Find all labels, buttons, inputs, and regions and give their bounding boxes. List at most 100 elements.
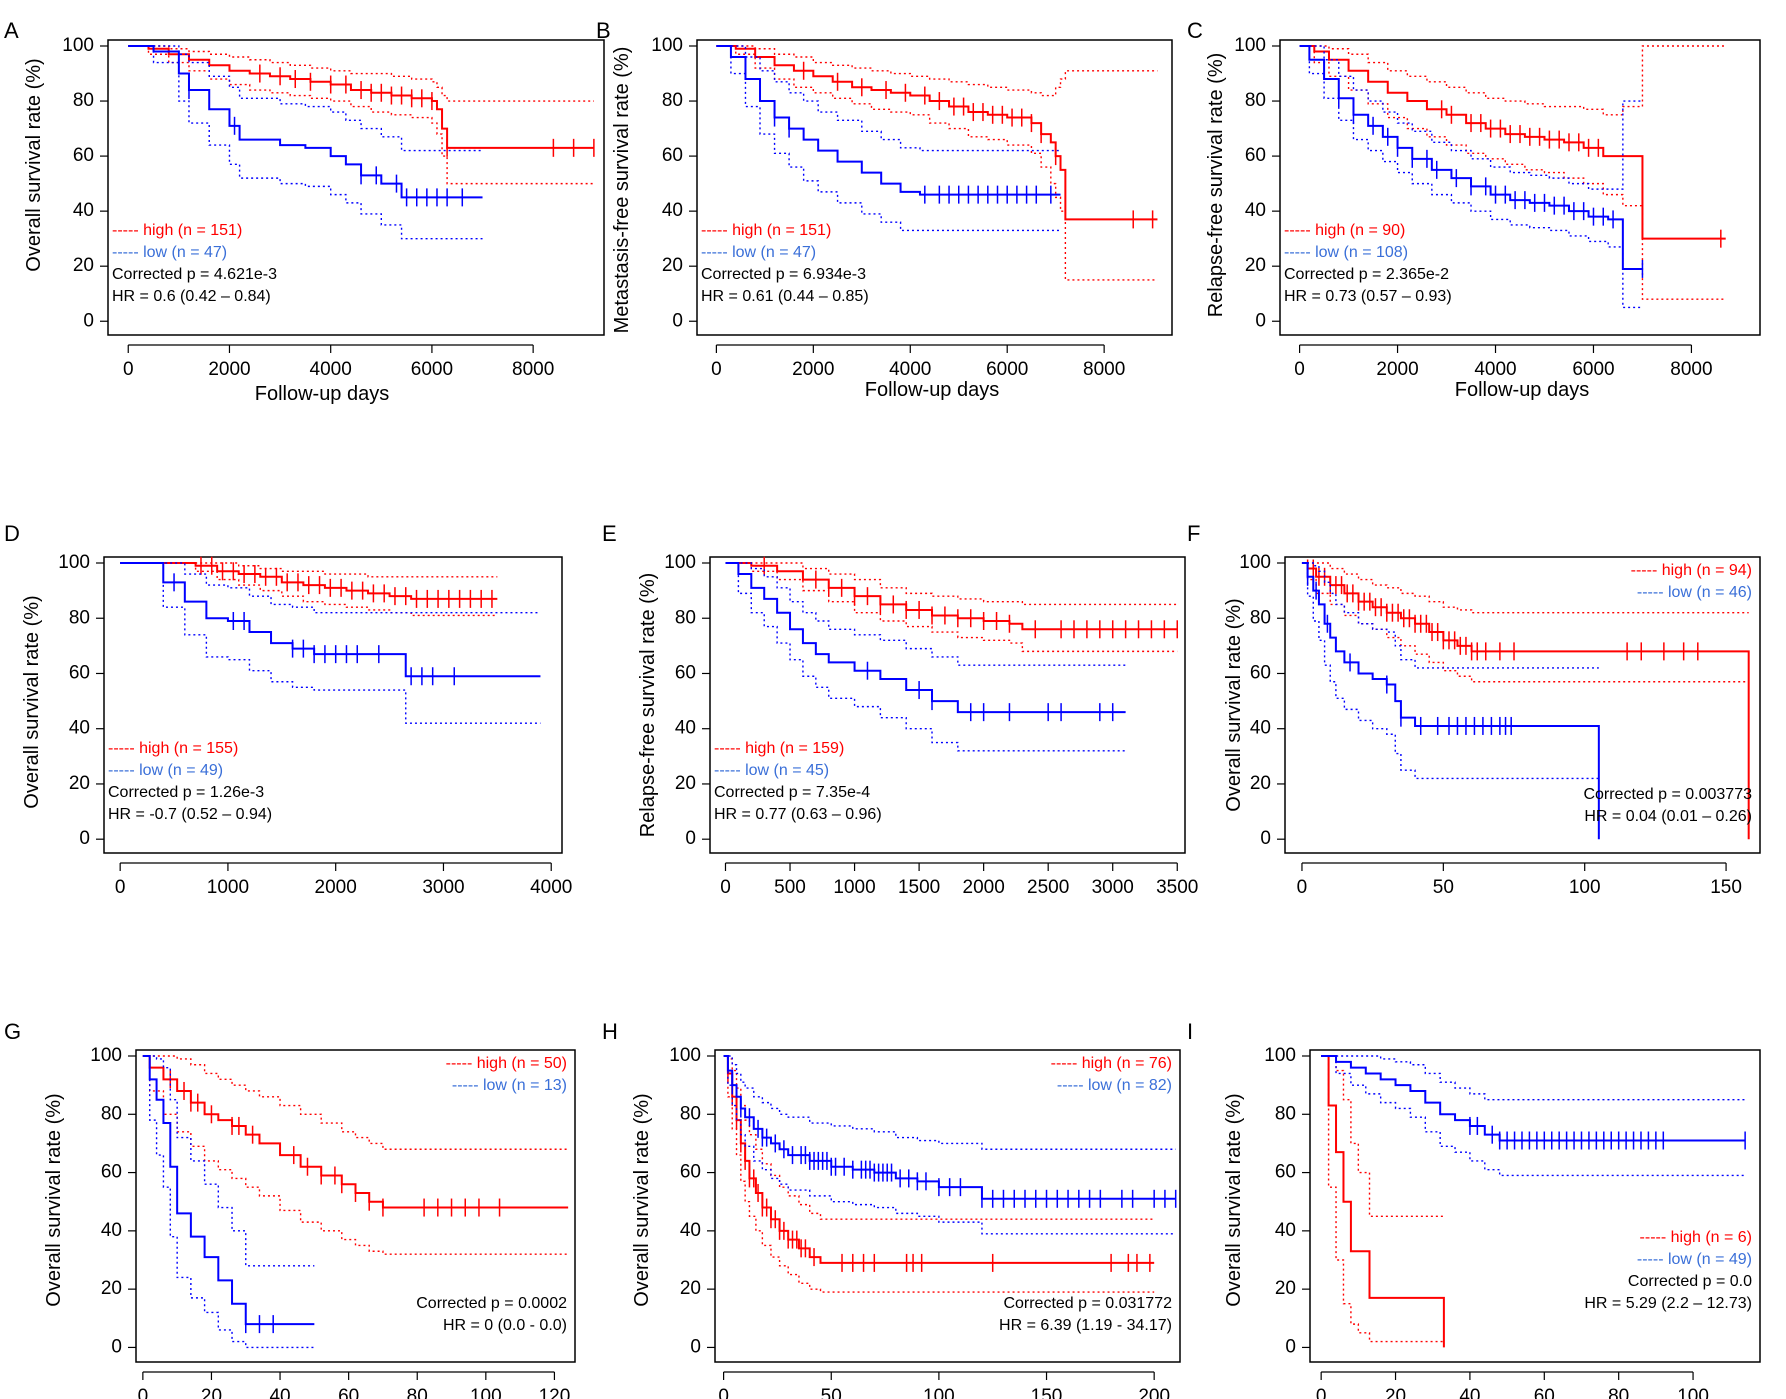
ci-lower-high — [1301, 562, 1749, 683]
y-tick-label: 80 — [680, 1103, 701, 1124]
y-tick-label: 100 — [664, 552, 696, 573]
x-tick-label: 0 — [720, 877, 731, 898]
y-tick-label: 20 — [73, 255, 94, 276]
x-tick-label: 1000 — [207, 877, 249, 898]
panel-label: H — [602, 1019, 618, 1044]
x-tick-label: 100 — [470, 1386, 502, 1399]
survival-curve-low — [128, 45, 483, 199]
y-tick-label: 100 — [1234, 35, 1266, 56]
ci-upper-low — [142, 1055, 315, 1267]
survival-curve-low — [1299, 45, 1643, 270]
legend-high: ----- high (n = 90) — [1284, 222, 1405, 239]
hazard-ratio: HR = 0.77 (0.63 – 0.96) — [714, 806, 882, 823]
corrected-p-value: Corrected p = 2.365e-2 — [1284, 266, 1449, 283]
x-tick-label: 0 — [711, 359, 722, 380]
hazard-ratio: HR = 0.73 (0.57 – 0.93) — [1284, 288, 1452, 305]
y-tick-label: 60 — [69, 662, 90, 683]
x-axis-title: Follow-up days — [1455, 379, 1590, 401]
ci-lower-low — [716, 45, 1061, 232]
x-tick-label: 40 — [1459, 1386, 1480, 1399]
x-tick-label: 80 — [407, 1386, 428, 1399]
x-tick-label: 6000 — [986, 359, 1028, 380]
ci-upper-high — [1321, 1055, 1444, 1217]
panel-c: C 0 20 40 60 80 100 0 2000 4000 6000 8000 Relapse-fr… — [1187, 18, 1761, 401]
plot-frame — [1284, 556, 1761, 854]
corrected-p-value: Corrected p = 0.003773 — [1583, 786, 1752, 803]
survival-curve-high — [1299, 45, 1726, 240]
ci-upper-low — [1321, 1055, 1746, 1101]
y-axis-title: Metastasis-free survival rate (%) — [611, 47, 633, 334]
survival-curve-high — [120, 562, 498, 600]
corrected-p-value: Corrected p = 4.621e-3 — [112, 266, 277, 283]
ci-upper-high — [725, 562, 1178, 606]
y-tick-label: 0 — [672, 310, 683, 331]
x-tick-label: 3000 — [422, 877, 464, 898]
x-tick-label: 0 — [123, 359, 134, 380]
x-tick-label: 100 — [1677, 1386, 1709, 1399]
y-tick-label: 60 — [1275, 1162, 1296, 1183]
legend-high: ----- high (n = 50) — [446, 1055, 567, 1072]
ci-lower-high — [716, 45, 1158, 281]
y-tick-label: 80 — [1275, 1103, 1296, 1124]
y-tick-label: 80 — [73, 90, 94, 111]
y-tick-label: 80 — [662, 90, 683, 111]
y-axis-title: Overall survival rate (%) — [43, 1093, 65, 1306]
ci-lower-low — [128, 45, 483, 240]
ci-upper-high — [1299, 45, 1726, 116]
plot-frame — [709, 556, 1186, 854]
x-tick-label: 60 — [1534, 1386, 1555, 1399]
hazard-ratio: HR = 0 (0.0 - 0.0) — [443, 1317, 567, 1334]
survival-curve-high — [1321, 1055, 1445, 1348]
y-axis-title: Overall survival rate (%) — [1223, 598, 1245, 811]
x-tick-label: 3500 — [1156, 877, 1198, 898]
y-tick-label: 20 — [1245, 255, 1266, 276]
y-tick-label: 40 — [1275, 1220, 1296, 1241]
x-tick-label: 8000 — [512, 359, 554, 380]
y-tick-label: 0 — [685, 828, 696, 849]
survival-curve-high — [725, 562, 1178, 631]
legend-low: ----- low (n = 13) — [452, 1077, 567, 1094]
ci-lower-high — [120, 562, 498, 617]
x-tick-label: 8000 — [1083, 359, 1125, 380]
y-tick-label: 80 — [101, 1103, 122, 1124]
panel-g: G 0 20 40 60 80 100 0 20 40 60 80 100 120 Overall surv… — [4, 1019, 576, 1399]
y-tick-label: 0 — [83, 310, 94, 331]
corrected-p-value: Corrected p = 0.0002 — [416, 1295, 567, 1312]
survival-curve-low — [1321, 1055, 1746, 1142]
ci-upper-low — [723, 1055, 1176, 1150]
y-tick-label: 40 — [680, 1220, 701, 1241]
x-axis-title: Follow-up days — [865, 379, 1000, 401]
x-axis-title: Follow-up days — [255, 383, 390, 405]
legend-low: ----- low (n = 47) — [112, 244, 227, 261]
legend-low: ----- low (n = 108) — [1284, 244, 1408, 261]
ci-upper-high — [142, 1055, 569, 1150]
y-tick-label: 0 — [1285, 1336, 1296, 1357]
y-tick-label: 60 — [680, 1162, 701, 1183]
y-axis-title: Overall survival rate (%) — [21, 595, 43, 808]
hazard-ratio: HR = 0.04 (0.01 – 0.26) — [1584, 808, 1752, 825]
x-tick-label: 0 — [138, 1386, 149, 1399]
x-tick-label: 0 — [1316, 1386, 1327, 1399]
x-tick-label: 150 — [1710, 877, 1742, 898]
x-tick-label: 2000 — [1376, 359, 1418, 380]
ci-upper-high — [716, 45, 1158, 97]
y-tick-label: 0 — [690, 1336, 701, 1357]
survival-curve-low — [120, 562, 541, 678]
survival-curve-low — [1301, 562, 1600, 840]
y-axis-title: Relapse-free survival rate (%) — [637, 573, 659, 838]
x-tick-label: 1000 — [833, 877, 875, 898]
y-tick-label: 80 — [1245, 90, 1266, 111]
y-tick-label: 60 — [675, 662, 696, 683]
legend-high: ----- high (n = 94) — [1631, 562, 1752, 579]
survival-curve-low — [142, 1055, 315, 1326]
plot-frame — [1279, 39, 1761, 336]
corrected-p-value: Corrected p = 6.934e-3 — [701, 266, 866, 283]
y-tick-label: 60 — [101, 1162, 122, 1183]
y-tick-label: 100 — [58, 552, 90, 573]
y-tick-label: 40 — [662, 200, 683, 221]
y-axis-title: Overall survival rate (%) — [1223, 1093, 1245, 1306]
y-tick-label: 60 — [73, 145, 94, 166]
corrected-p-value: Corrected p = 0.0 — [1628, 1273, 1752, 1290]
